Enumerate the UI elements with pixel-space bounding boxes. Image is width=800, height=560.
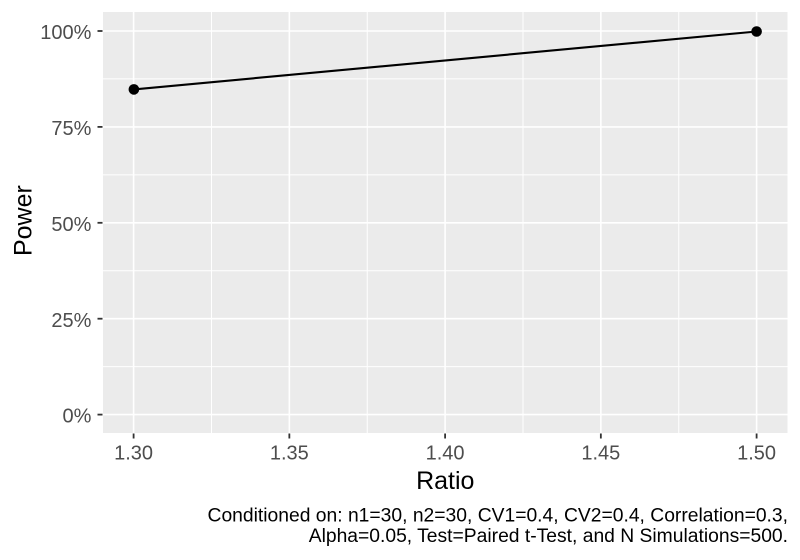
svg-text:75%: 75% <box>51 118 91 140</box>
svg-text:50%: 50% <box>51 214 91 236</box>
svg-text:Conditioned on: n1=30, n2=30,: Conditioned on: n1=30, n2=30, CV1=0.4, C… <box>208 506 788 527</box>
svg-text:1.35: 1.35 <box>270 443 309 465</box>
svg-text:25%: 25% <box>51 310 91 332</box>
svg-text:1.30: 1.30 <box>114 443 153 465</box>
svg-text:100%: 100% <box>40 22 91 44</box>
svg-text:Alpha=0.05, Test=Paired t-Test: Alpha=0.05, Test=Paired t-Test, and N Si… <box>309 526 788 547</box>
svg-text:Power: Power <box>9 185 37 256</box>
svg-text:0%: 0% <box>62 406 91 428</box>
svg-text:Ratio: Ratio <box>416 467 474 495</box>
svg-text:1.45: 1.45 <box>581 443 620 465</box>
svg-text:1.40: 1.40 <box>426 443 465 465</box>
svg-text:1.50: 1.50 <box>737 443 776 465</box>
